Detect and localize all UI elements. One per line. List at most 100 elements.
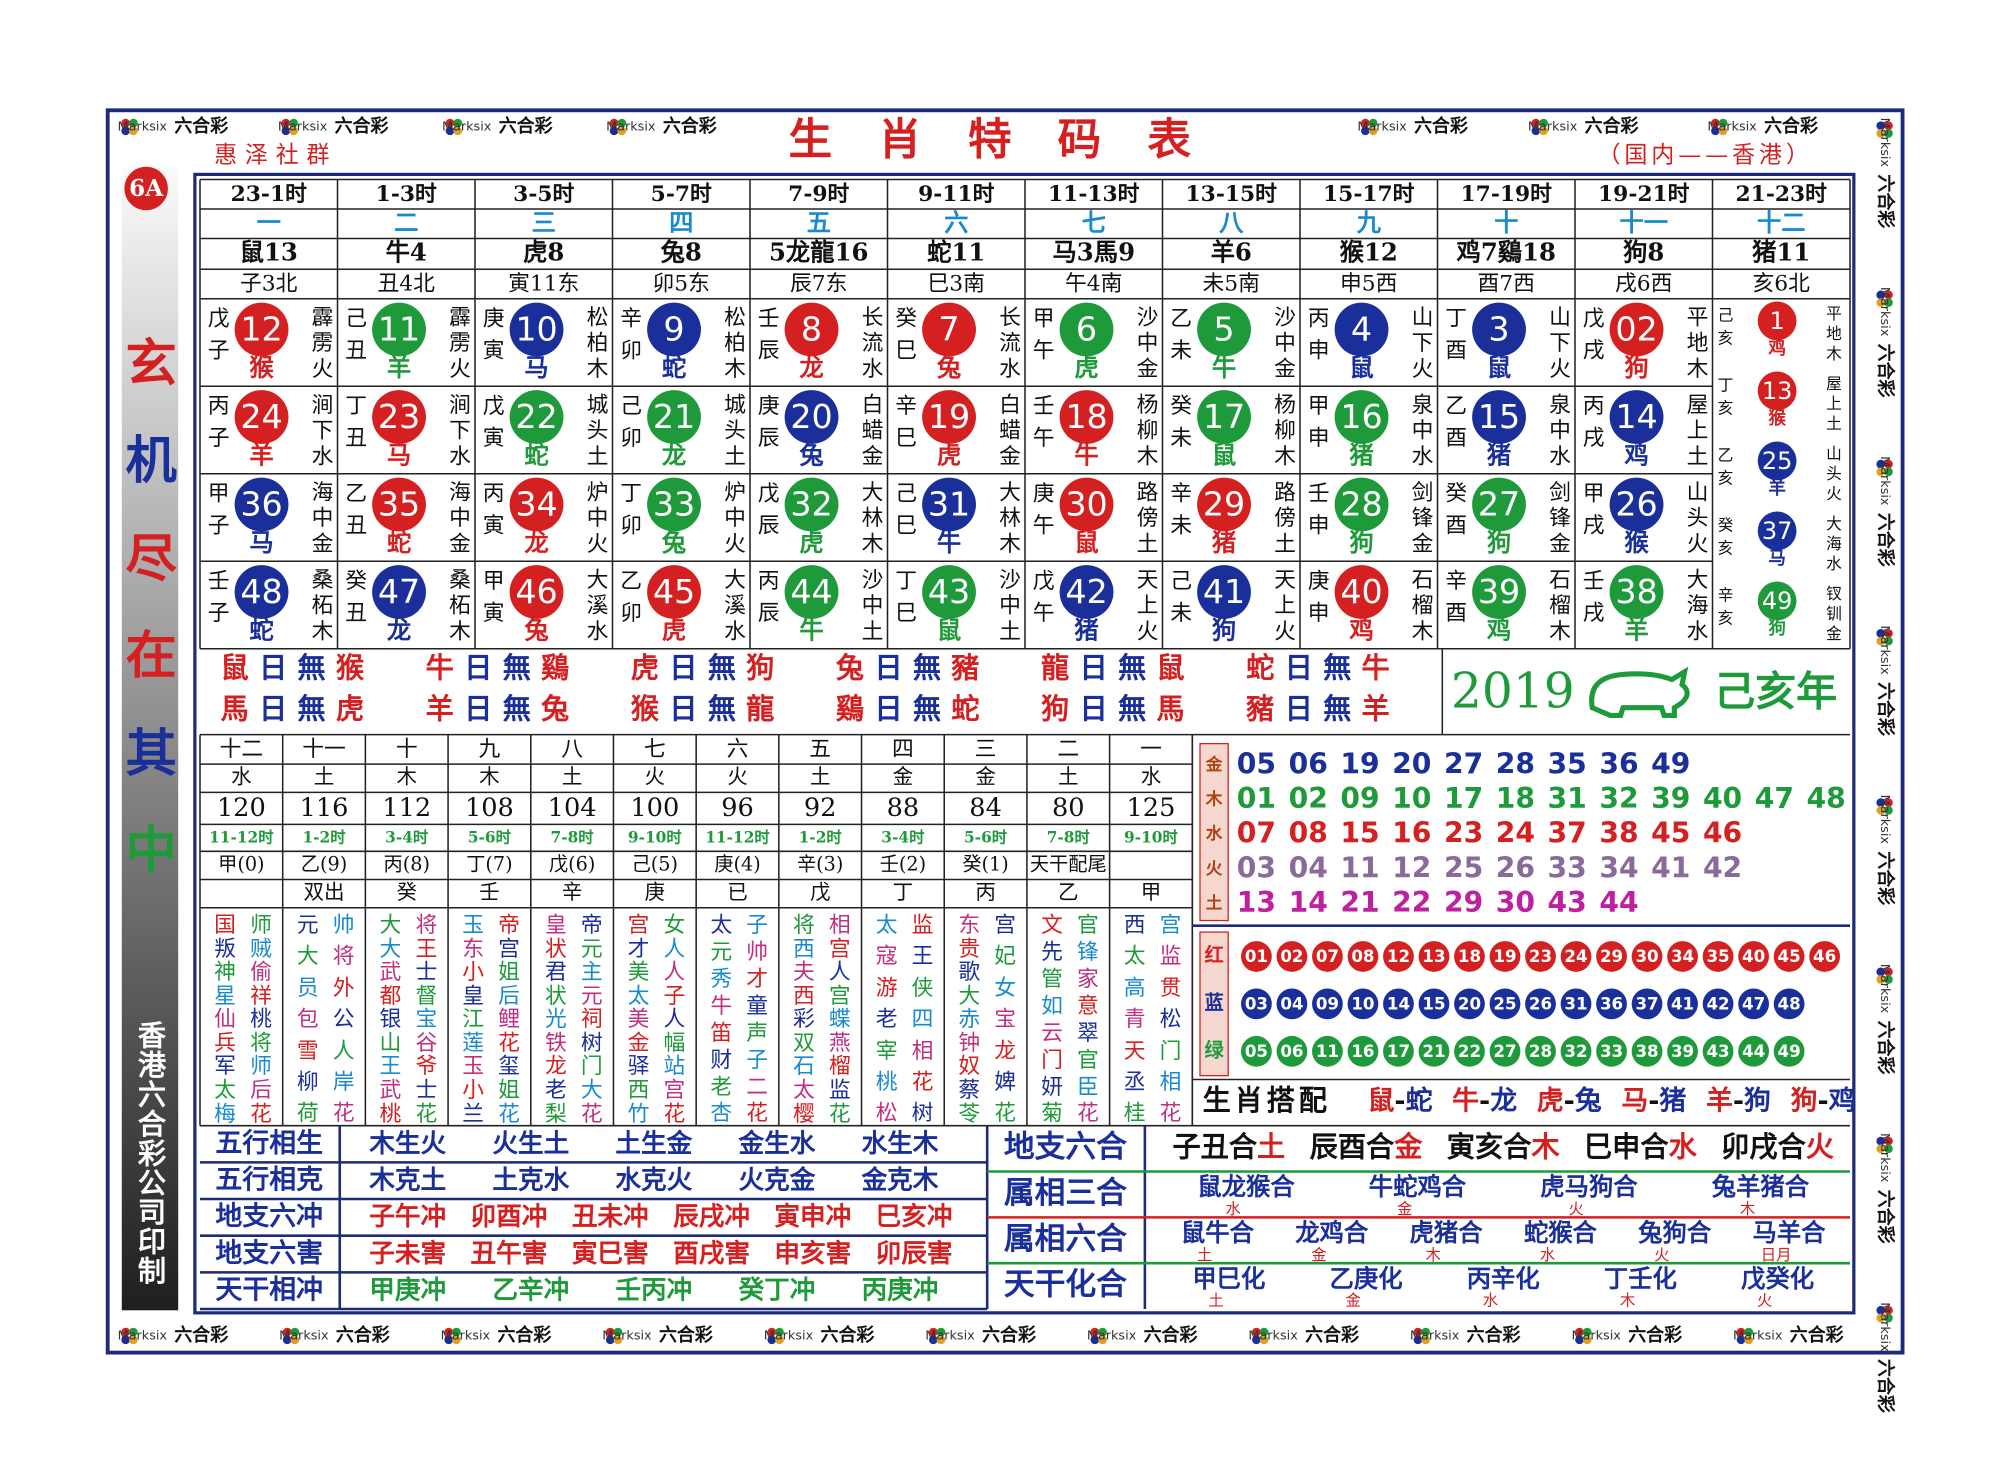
nayin: 长流水: [858, 305, 883, 382]
number: 18: [1065, 397, 1107, 436]
nayin: 沙中土: [996, 568, 1021, 645]
slogan: 玄机尽在其中: [116, 336, 177, 921]
number: 19: [928, 397, 970, 436]
watermark-text: 六合彩: [335, 115, 389, 137]
wuxing-number: 18: [1496, 782, 1535, 815]
wuxing-number: 35: [1548, 747, 1587, 780]
nayin: 沙中金: [1271, 305, 1296, 382]
printer-text: 香港六合彩公司印制: [134, 1020, 167, 1286]
wave-number: 42: [1706, 995, 1729, 1014]
number-ball: [1472, 565, 1526, 619]
wave-number: 22: [1458, 1042, 1481, 1061]
watermark: Marksix 六合彩: [606, 115, 717, 137]
zodiac: 马: [387, 440, 411, 469]
watermark-text: Marksix: [1528, 119, 1578, 134]
number: 27: [1478, 484, 1520, 523]
nayin: 剑锋金: [1408, 480, 1433, 557]
stem: 庚寅: [479, 306, 504, 370]
number-ball: [784, 565, 839, 619]
wave-ball: [1276, 988, 1308, 1020]
grid-header: 十: [1494, 208, 1518, 237]
watermark-logo: [1876, 1136, 1886, 1146]
number: 24: [240, 397, 282, 436]
watermark: Marksix 六合彩: [1875, 287, 1897, 398]
match-pair: 鼠-蛇: [1368, 1085, 1433, 1117]
grid-header: 21-23时: [1736, 182, 1828, 207]
watermark-logo: [128, 118, 138, 128]
lower-cell: 104: [548, 793, 597, 823]
grid-header: 23-1时: [231, 182, 308, 207]
wuxing-number: 01: [1237, 782, 1276, 815]
grid-header: 15-17时: [1323, 182, 1415, 207]
stem: 己卯: [617, 394, 642, 458]
stem: 戊午: [1029, 569, 1054, 633]
watermark-text: 六合彩: [1585, 115, 1639, 137]
grid-header: 巳3南: [928, 272, 985, 297]
wuxing-number: 40: [1703, 782, 1742, 815]
watermark-logo: [453, 118, 463, 128]
wuxing-number: 49: [1651, 747, 1690, 780]
number-ball: [1197, 565, 1251, 619]
relation-item: 丑未冲: [572, 1202, 649, 1232]
stem: 戊寅: [479, 394, 504, 458]
wuxing-number: 13: [1237, 886, 1276, 919]
match-label: 生肖搭配: [1203, 1084, 1331, 1117]
stem: 丁卯: [617, 481, 642, 545]
grid-header: 羊6: [1211, 237, 1252, 266]
zodiac: 马: [524, 353, 548, 382]
wuxing-number: 29: [1444, 886, 1483, 919]
grid-header: 卯5东: [653, 272, 710, 297]
banner-item: 蛇日無牛: [1246, 651, 1400, 684]
watermark-logo: [1259, 1327, 1269, 1337]
relation-sub: 金: [1346, 1292, 1361, 1310]
number-ball: [1059, 477, 1114, 532]
lower-cell: 二: [1057, 737, 1079, 762]
number-ball: [234, 302, 289, 357]
number: 23: [378, 397, 420, 436]
zodiac: 猴: [249, 353, 274, 382]
watermark-logo: [282, 1327, 292, 1337]
nayin: 天上火: [1133, 568, 1158, 645]
stem: 乙酉: [1442, 394, 1467, 458]
zodiac: 狗: [1767, 618, 1786, 639]
nayin: 路傍土: [1133, 480, 1158, 557]
watermark-logo: [1884, 467, 1893, 477]
watermark-logo: [1884, 636, 1893, 646]
wuxing-number: 07: [1237, 817, 1276, 850]
watermark-text: Marksix: [279, 1328, 329, 1343]
grid-header: 猪11: [1752, 237, 1810, 266]
wuxing-number: 22: [1392, 886, 1431, 919]
number-ball: [509, 565, 564, 619]
relation-item: 寅巳害: [572, 1238, 649, 1269]
number-ball: [1609, 302, 1664, 357]
watermark: Marksix 六合彩: [118, 115, 229, 137]
wuxing-number: 28: [1496, 747, 1535, 780]
nayin: 白蜡金: [996, 393, 1021, 470]
stem: 癸亥: [1715, 516, 1734, 562]
grid-header: 7-9时: [788, 182, 849, 207]
lower-cell: 壬: [479, 880, 499, 904]
stem: 庚午: [1029, 481, 1054, 545]
number-ball: [509, 390, 564, 444]
watermark: Marksix 六合彩: [602, 1324, 713, 1346]
watermark-logo: [452, 1327, 461, 1337]
watermark-text: 六合彩: [982, 1324, 1036, 1346]
watermark-logo: [1884, 975, 1893, 984]
number-ball: [372, 390, 426, 444]
watermark-logo: [1876, 805, 1886, 815]
watermark-text: Marksix: [118, 119, 168, 134]
lower-cell: 11-12时: [705, 829, 770, 847]
stem: 癸巳: [892, 306, 917, 370]
lower-cell: 84: [969, 793, 1002, 823]
grid-header: 1-3时: [376, 182, 437, 207]
wave-ball: [1383, 1035, 1414, 1067]
number-ball: [1609, 390, 1664, 444]
wuxing-number: 02: [1289, 782, 1328, 815]
grid-header: 八: [1219, 208, 1244, 237]
watermark-logo: [1711, 126, 1720, 136]
number-ball: [647, 302, 701, 357]
watermark: Marksix 六合彩: [925, 1324, 1036, 1346]
stem: 乙卯: [617, 569, 642, 633]
banner-item: 牛日無鷄: [426, 651, 580, 684]
grid-header: 兔8: [661, 237, 702, 266]
